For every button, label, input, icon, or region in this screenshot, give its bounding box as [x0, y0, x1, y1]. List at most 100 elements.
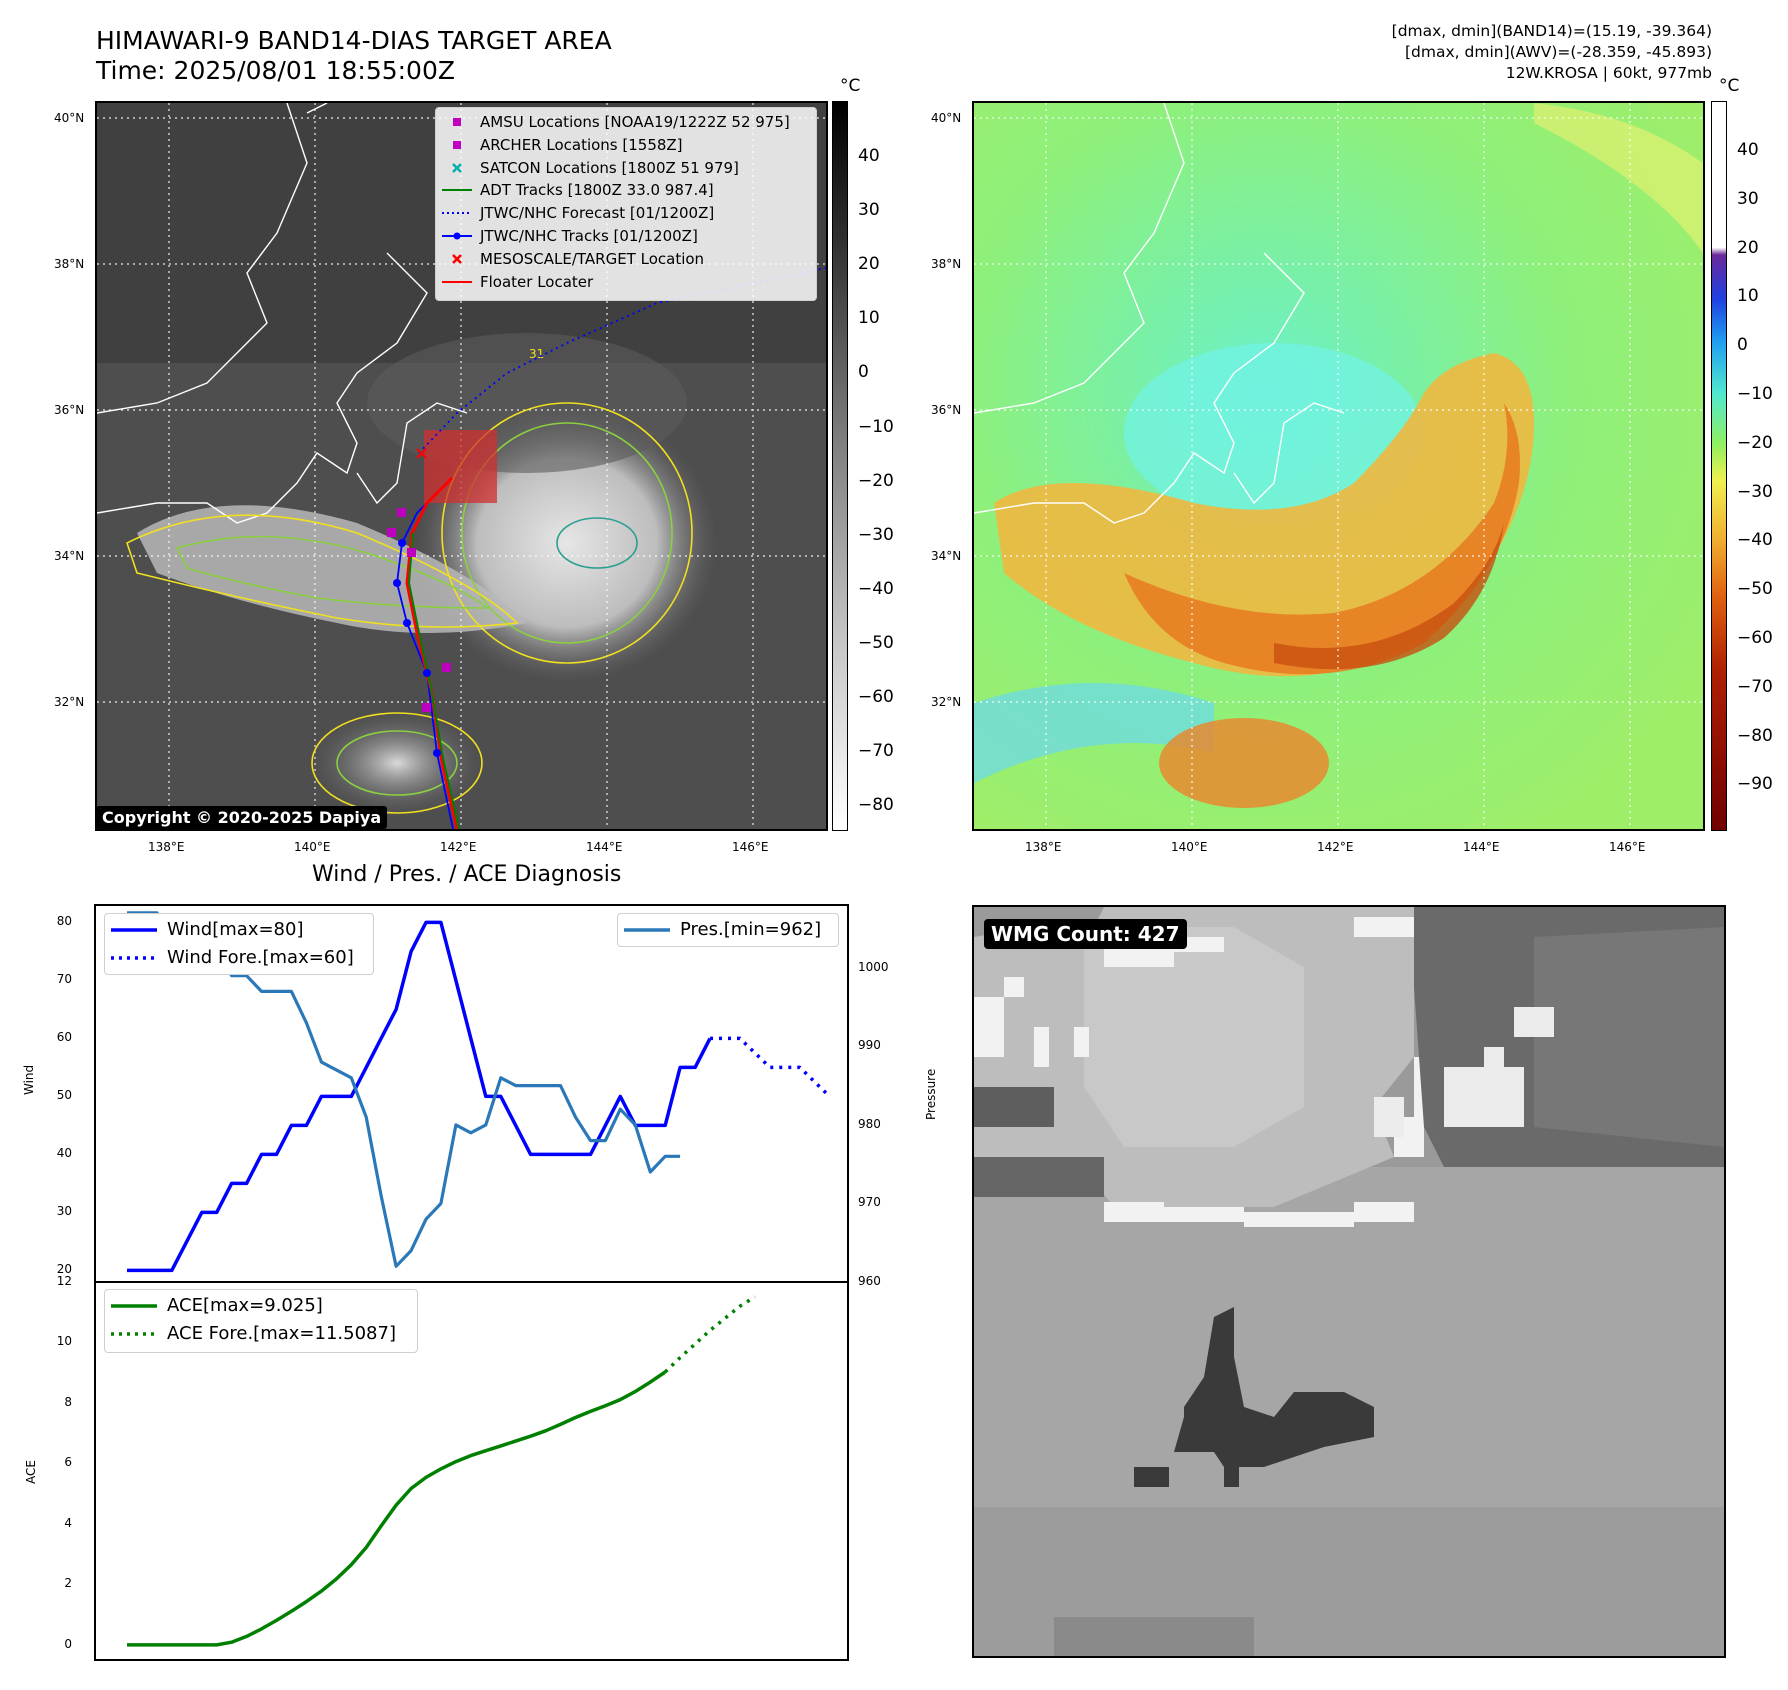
legend-tracks-label: JTWC/NHC Tracks [01/1200Z] [480, 226, 698, 245]
wmg-image [974, 907, 1724, 1656]
legend-wind-label: Wind[max=80] [167, 919, 304, 940]
legend-wind-fore: Wind Fore.[max=60] [105, 944, 373, 972]
pressure-tick-990: 990 [858, 1038, 881, 1053]
legend-adt-label: ADT Tracks [1800Z 33.0 987.4] [480, 181, 714, 200]
diagnosis-title: Wind / Pres. / ACE Diagnosis [312, 862, 622, 887]
awv-lon-label-140: 140°E [1171, 840, 1208, 854]
ir-colorbar-unit: °C [840, 76, 861, 96]
ir-map-panel: 31 × AMSU Locations [NOAA19/1222Z 52 975… [95, 101, 828, 831]
pressure-tick-1000: 1000 [858, 959, 889, 974]
awv-map-panel [972, 101, 1705, 831]
awv-colorbar-tick-12: −80 [1737, 725, 1773, 746]
wind-axis-label: Wind [22, 1064, 36, 1095]
ir-colorbar-tick-1: 30 [858, 200, 880, 221]
jtwc-track-line [396, 482, 454, 829]
ace-forecast-line [663, 1295, 756, 1374]
lat-label-34: 34°N [54, 549, 85, 563]
lat-label-32: 32°N [54, 695, 85, 709]
legend-floater-label: Floater Locater [480, 272, 594, 291]
wmg-count-badge: WMG Count: 427 [984, 919, 1187, 949]
adt-track-line [407, 532, 460, 829]
wind-tick-50: 50 [56, 1088, 72, 1103]
ir-colorbar-tick-11: −70 [858, 741, 894, 762]
ace-panel-frame [94, 1281, 849, 1661]
ir-colorbar-tick-4: 0 [858, 362, 869, 383]
ir-colorbar-tick-6: −20 [858, 470, 894, 491]
ace-legend: ACE[max=9.025] ACE Fore.[max=11.5087] [104, 1289, 418, 1353]
legend-target-label: MESOSCALE/TARGET Location [480, 249, 705, 268]
ir-colorbar-tick-9: −50 [858, 632, 894, 653]
legend-tracks: JTWC/NHC Tracks [01/1200Z] [436, 225, 816, 248]
figure-time: Time: 2025/08/01 18:55:00Z [96, 56, 455, 85]
ir-colorbar-tick-7: −30 [858, 524, 894, 545]
ir-colorbar-tick-5: −10 [858, 416, 894, 437]
wind-tick-30: 30 [56, 1204, 72, 1219]
awv-colorbar-unit: °C [1719, 76, 1740, 96]
map-legend: AMSU Locations [NOAA19/1222Z 52 975] ARC… [435, 107, 817, 301]
lon-label-140: 140°E [294, 840, 331, 854]
wmg-dark-blob [1174, 1307, 1374, 1467]
awv-colorbar-tick-8: −40 [1737, 530, 1773, 551]
lat-label-40: 40°N [54, 111, 85, 125]
lat-label-36: 36°N [54, 403, 85, 417]
lon-label-142: 142°E [440, 840, 477, 854]
legend-satcon: SATCON Locations [1800Z 51 979] [436, 157, 816, 180]
legend-pres: Pres.[min=962] [618, 916, 838, 944]
awv-colorbar-tick-13: −90 [1737, 774, 1773, 795]
ace-tick-8: 8 [64, 1394, 72, 1409]
wind-tick-70: 70 [56, 972, 72, 987]
diagnosis-chart [94, 904, 849, 1661]
ace-tick-10: 10 [56, 1334, 72, 1349]
ir-colorbar [832, 101, 848, 831]
pressure-tick-970: 970 [858, 1195, 881, 1210]
awv-lon-label-142: 142°E [1317, 840, 1354, 854]
ace-tick-12: 12 [56, 1274, 72, 1288]
awv-colorbar-tick-2: 20 [1737, 237, 1759, 258]
pressure-axis-label: Pressure [924, 1068, 938, 1120]
ir-colorbar-tick-0: 40 [858, 146, 880, 166]
ace-tick-6: 6 [64, 1455, 72, 1470]
awv-colorbar-tick-4: 0 [1737, 335, 1748, 356]
wind-tick-40: 40 [56, 1146, 72, 1161]
awv-lon-label-146: 146°E [1609, 840, 1646, 854]
figure-title: HIMAWARI-9 BAND14-DIAS TARGET AREA [96, 26, 612, 55]
awv-lat-label-34: 34°N [931, 549, 962, 563]
wind-tick-20: 20 [56, 1262, 72, 1277]
wind-forecast-line [710, 1036, 831, 1098]
legend-pres-label: Pres.[min=962] [680, 919, 822, 940]
awv-lat-label-32: 32°N [931, 695, 962, 709]
copyright-badge: Copyright © 2020-2025 Dapiya [96, 806, 388, 829]
wind-series-line [127, 920, 712, 1273]
legend-ace-fore: ACE Fore.[max=11.5087] [105, 1320, 417, 1348]
legend-amsu-label: AMSU Locations [NOAA19/1222Z 52 975] [480, 113, 790, 131]
ir-colorbar-tick-2: 20 [858, 254, 880, 275]
ace-axis-label: ACE [24, 1460, 38, 1484]
awv-colorbar-tick-1: 30 [1737, 188, 1759, 209]
lon-label-138: 138°E [148, 840, 185, 854]
wind-tick-80: 80 [56, 914, 72, 929]
legend-forecast: JTWC/NHC Forecast [01/1200Z] [436, 202, 816, 225]
ir-colorbar-tick-10: −60 [858, 687, 894, 707]
legend-archer-label: ARCHER Locations [1558Z] [480, 135, 683, 154]
ace-tick-2: 2 [64, 1576, 72, 1591]
storm-summary: 12W.KROSA | 60kt, 977mb [1505, 64, 1712, 82]
awv-lat-label-40: 40°N [931, 111, 962, 125]
awv-colorbar-tick-10: −60 [1737, 628, 1773, 648]
jtwc-track-points [393, 539, 441, 757]
pressure-legend: Pres.[min=962] [617, 913, 839, 947]
target-box [424, 430, 497, 503]
awv-colorbar-tick-9: −50 [1737, 579, 1773, 600]
amsu-points [387, 508, 451, 712]
legend-adt: ADT Tracks [1800Z 33.0 987.4] [436, 179, 816, 202]
awv-lat-label-38: 38°N [931, 257, 962, 271]
ir-colorbar-tick-12: −80 [858, 795, 894, 816]
legend-wind-fore-label: Wind Fore.[max=60] [167, 947, 354, 968]
ace-series-line [127, 1370, 667, 1647]
awv-colorbar-tick-7: −30 [1737, 481, 1773, 502]
lat-label-38: 38°N [54, 257, 85, 271]
lon-label-144: 144°E [586, 840, 623, 854]
awv-map-image [974, 103, 1703, 829]
wind-legend: Wind[max=80] Wind Fore.[max=60] [104, 913, 374, 975]
ace-tick-0: 0 [64, 1636, 72, 1651]
awv-range: [dmax, dmin](AWV)=(-28.359, -45.893) [1405, 43, 1712, 61]
